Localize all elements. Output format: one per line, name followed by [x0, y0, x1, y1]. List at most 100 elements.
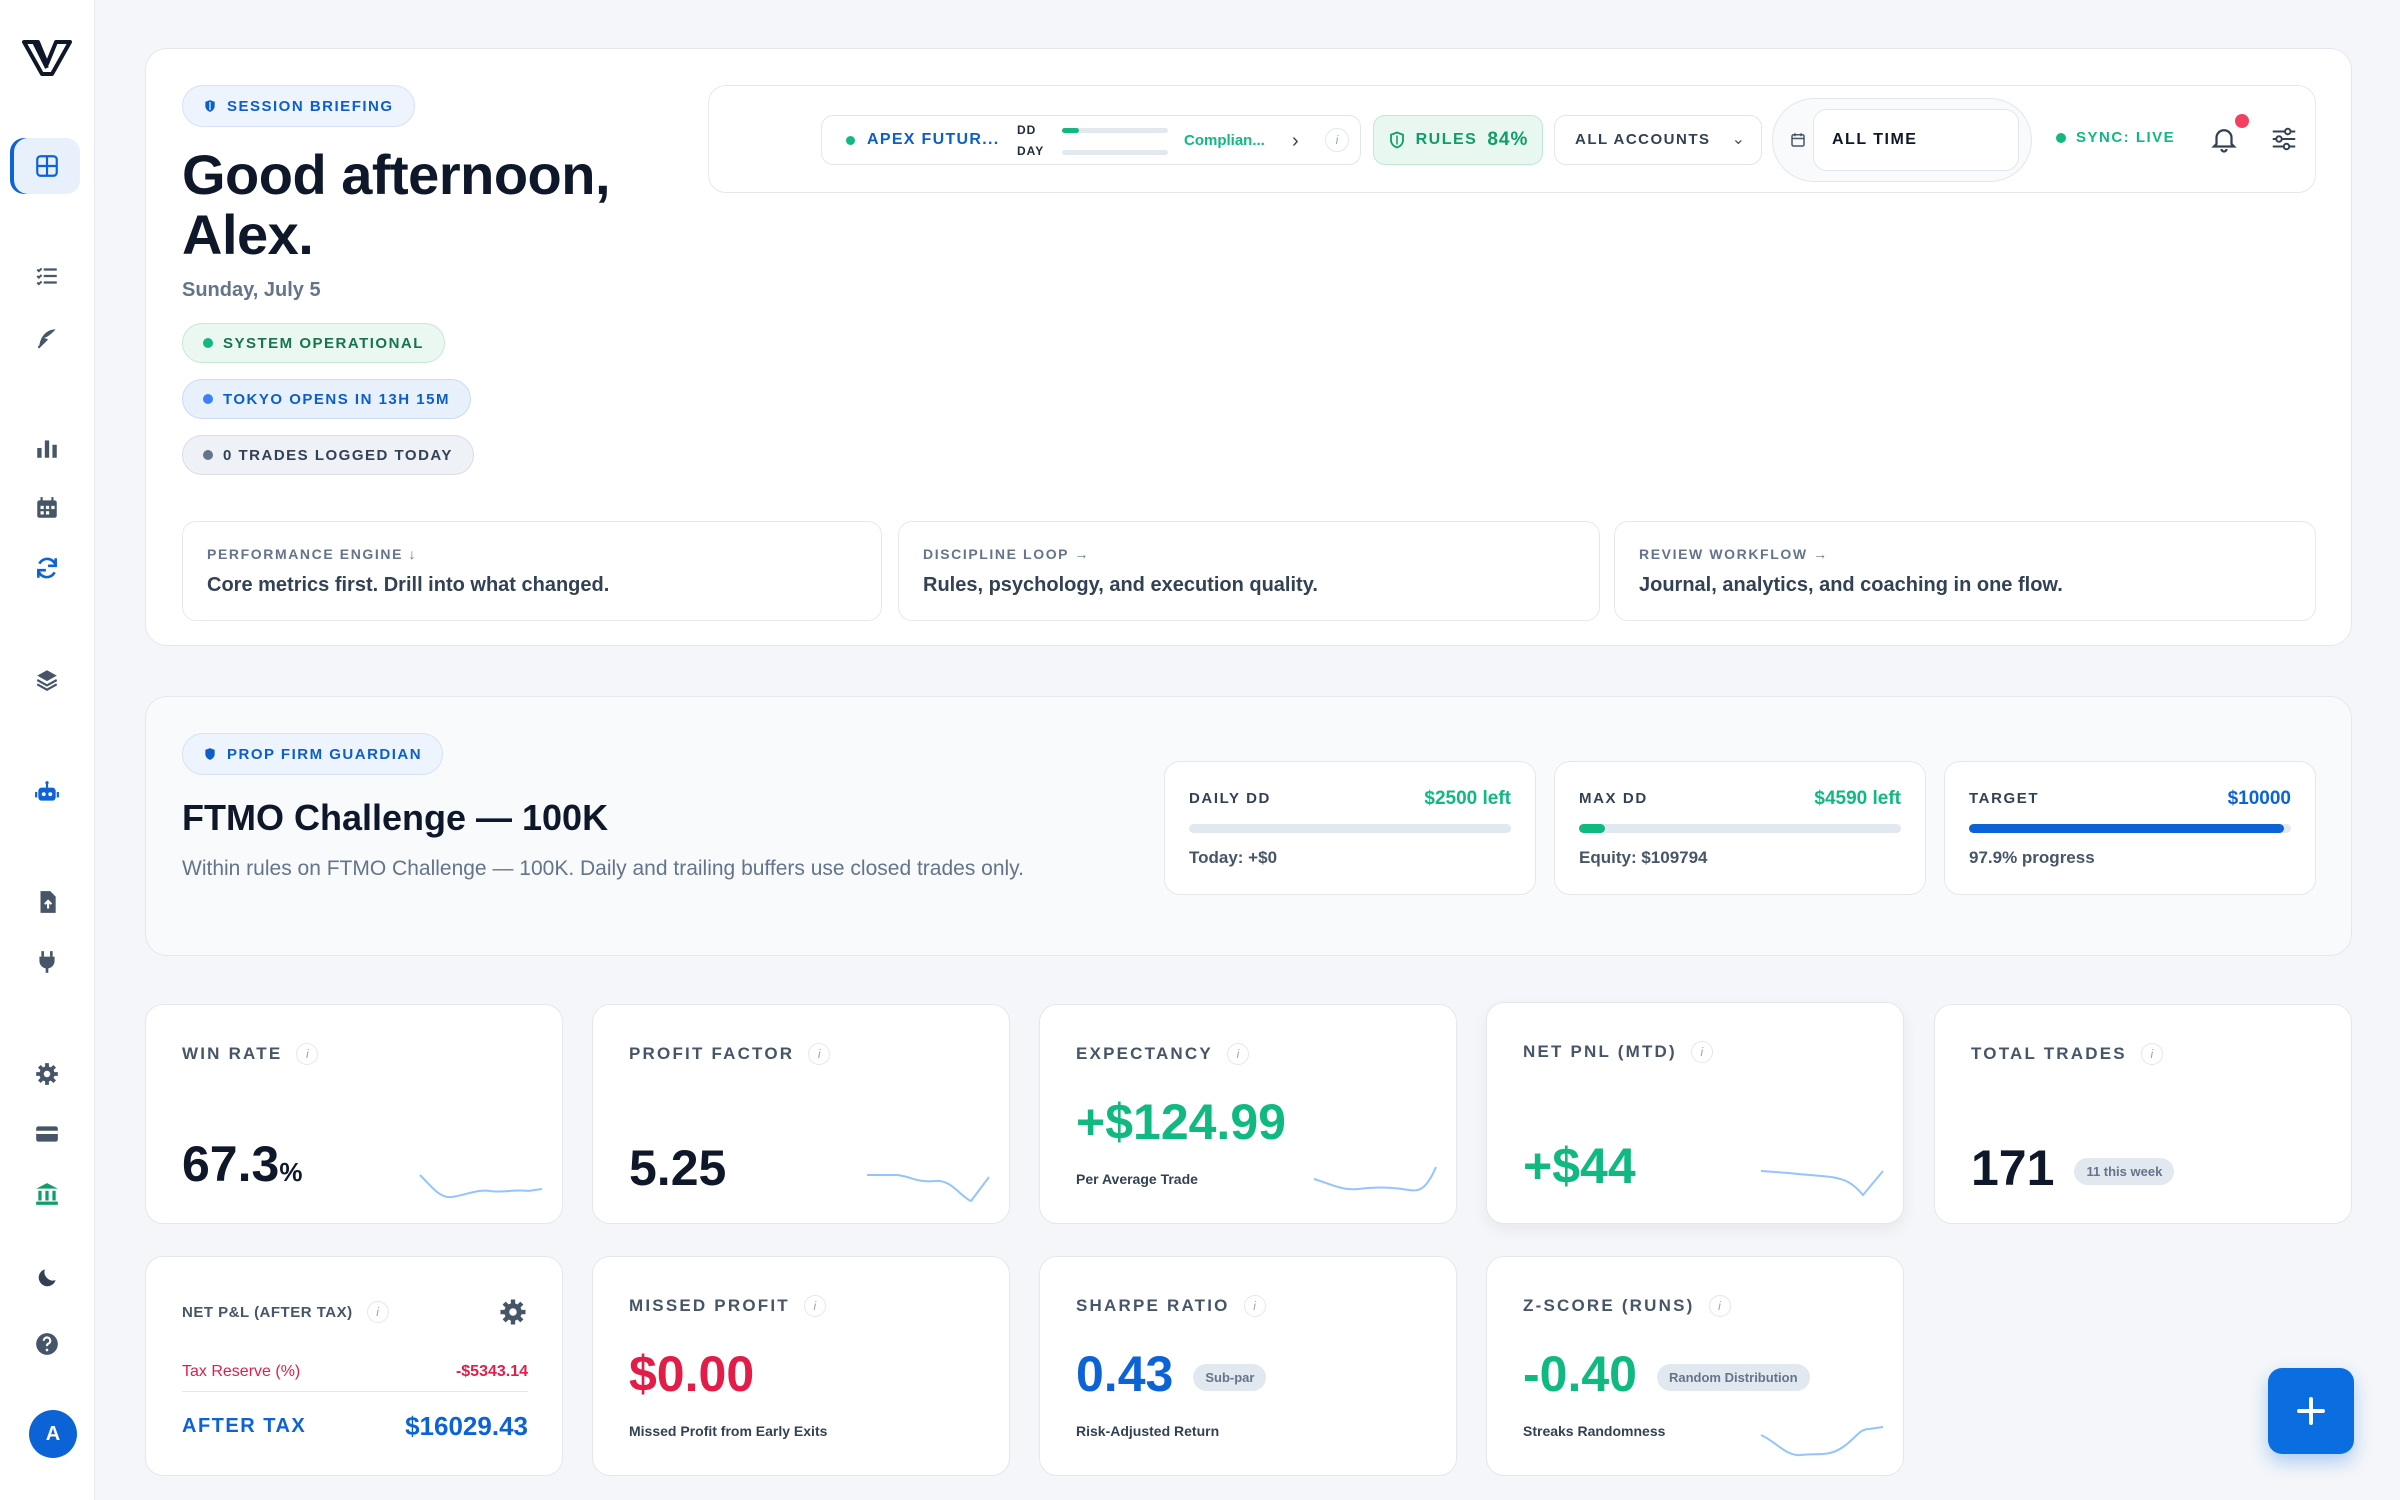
sliders-icon [2272, 127, 2296, 151]
metric-value: 171 11 this week [1971, 1139, 2175, 1197]
accounts-dropdown[interactable]: ALL ACCOUNTS ⌄ [1554, 115, 1762, 165]
max-dd-equity: Equity: $109794 [1579, 848, 1708, 867]
nav-help[interactable] [14, 1316, 80, 1372]
net-pnl-mtd-card[interactable]: NET PNL (MTD) i +$44 [1486, 1002, 1904, 1224]
chevron-right-icon[interactable]: › [1292, 130, 1299, 152]
nav-theme-toggle[interactable] [14, 1250, 80, 1306]
metric-label-text: SHARPE RATIO [1076, 1296, 1230, 1315]
nav-import[interactable] [14, 874, 80, 930]
max-dd-card: MAX DD $4590 left Equity: $109794 [1554, 761, 1926, 895]
missed-profit-card[interactable]: MISSED PROFIT i $0.00 Missed Profit from … [592, 1256, 1010, 1476]
account-selector[interactable]: APEX FUTUR... DD DAY Complian... › i [821, 115, 1361, 165]
day-label: DAY [1017, 144, 1045, 158]
daily-dd-bar [1189, 824, 1511, 833]
sub-card-text: Journal, analytics, and coaching in one … [1639, 574, 2063, 596]
sync-status: SYNC: LIVE [2056, 129, 2175, 146]
arrow-down-icon: ↓ [408, 546, 418, 562]
notifications-button[interactable] [2209, 114, 2249, 154]
time-range-input[interactable]: ALL TIME [1813, 109, 2019, 171]
info-icon[interactable]: i [296, 1043, 319, 1065]
nav-integrations[interactable] [14, 934, 80, 990]
target-bar [1969, 824, 2291, 833]
avatar[interactable]: A [29, 1410, 77, 1458]
checklist-icon [36, 267, 57, 286]
rules-compliance-button[interactable]: RULES 84% [1373, 115, 1543, 165]
nav-analytics[interactable] [14, 420, 80, 476]
metric-value: -0.40 Random Distribution [1523, 1345, 1810, 1403]
plug-icon [39, 951, 55, 973]
total-trades-card[interactable]: TOTAL TRADES i 171 11 this week [1934, 1004, 2352, 1224]
filter-settings-button[interactable] [2269, 124, 2299, 154]
info-icon[interactable]: i [1690, 1041, 1713, 1063]
win-rate-card[interactable]: WIN RATE i 67.3% [145, 1004, 563, 1224]
chevron-down-icon: ⌄ [1731, 131, 1745, 148]
nav-settings[interactable] [14, 1046, 80, 1102]
max-dd-left: $4590 left [1814, 788, 1901, 809]
sub-card-text: Core metrics first. Drill into what chan… [207, 574, 610, 596]
sparkline [1760, 1170, 1884, 1197]
review-workflow-card[interactable]: REVIEW WORKFLOW → Journal, analytics, an… [1614, 521, 2316, 621]
nav-ai-coach[interactable] [14, 764, 80, 820]
sharpe-value: 0.43 [1076, 1346, 1174, 1402]
plus-icon [2297, 1397, 2325, 1425]
nav-billing[interactable] [14, 1106, 80, 1162]
status-dot [203, 450, 213, 460]
expectancy-card[interactable]: EXPECTANCY i +$124.99 Per Average Trade [1039, 1004, 1457, 1224]
accounts-dropdown-value: ALL ACCOUNTS [1575, 131, 1711, 148]
after-tax-value: $16029.43 [405, 1411, 528, 1441]
expectancy-value: +$124.99 [1076, 1094, 1286, 1150]
missed-profit-value: $0.00 [629, 1346, 755, 1402]
gear-icon[interactable] [498, 1297, 528, 1327]
profit-factor-card[interactable]: PROFIT FACTOR i 5.25 [592, 1004, 1010, 1224]
sync-text: SYNC: LIVE [2076, 129, 2176, 146]
info-icon[interactable]: i [1708, 1295, 1731, 1317]
nav-layers[interactable] [14, 652, 80, 708]
shield-icon [205, 100, 215, 112]
sparkline [1760, 1426, 1884, 1457]
add-trade-button[interactable] [2268, 1368, 2354, 1454]
metric-label: TOTAL TRADES i [1971, 1043, 2163, 1065]
status-text: SYSTEM OPERATIONAL [223, 334, 424, 352]
sub-card-text: Rules, psychology, and execution quality… [923, 574, 1318, 596]
notification-badge [2235, 114, 2249, 128]
sharpe-rating-badge: Sub-par [1193, 1364, 1267, 1392]
weekly-trades-badge: 11 this week [2074, 1158, 2175, 1186]
info-icon[interactable]: i [366, 1301, 389, 1323]
info-icon[interactable]: i [1226, 1043, 1249, 1065]
session-briefing-badge: SESSION BRIEFING [182, 85, 415, 127]
performance-engine-card[interactable]: PERFORMANCE ENGINE ↓ Core metrics first.… [182, 521, 882, 621]
metric-label-text: EXPECTANCY [1076, 1044, 1213, 1063]
info-icon[interactable]: i [2140, 1043, 2163, 1065]
tax-reserve-value: -$5343.14 [455, 1363, 528, 1380]
time-range-picker[interactable]: ALL TIME [1772, 98, 2032, 182]
z-score-card[interactable]: Z-SCORE (RUNS) i -0.40 Random Distribution… [1486, 1256, 1904, 1476]
metric-value: 0.43 Sub-par [1076, 1345, 1267, 1403]
greeting-title: Good afternoon, Alex. [182, 143, 611, 266]
bank-icon [36, 1183, 58, 1205]
metric-label: PROFIT FACTOR i [629, 1043, 831, 1065]
bell-icon [2211, 129, 2237, 153]
net-pnl-after-tax-card[interactable]: NET P&L (AFTER TAX) i Tax Reserve (%) -$5… [145, 1256, 563, 1476]
refresh-icon [37, 557, 57, 579]
nav-prop-firm[interactable] [14, 1166, 80, 1222]
discipline-loop-card[interactable]: DISCIPLINE LOOP → Rules, psychology, and… [898, 521, 1600, 621]
nav-sync[interactable] [14, 540, 80, 596]
info-icon[interactable]: i [1325, 128, 1349, 152]
info-icon[interactable]: i [803, 1295, 826, 1317]
metric-label: WIN RATE i [182, 1043, 319, 1065]
divider [182, 1391, 528, 1392]
info-icon[interactable]: i [808, 1043, 831, 1065]
target-progress: 97.9% progress [1969, 848, 2095, 867]
nav-journal[interactable] [14, 310, 80, 366]
daily-dd-card: DAILY DD $2500 left Today: +$0 [1164, 761, 1536, 895]
moon-icon [38, 1269, 56, 1287]
status-text: 0 TRADES LOGGED TODAY [223, 446, 453, 464]
dd-label: DD [1017, 123, 1037, 137]
app-logo-icon[interactable] [22, 38, 72, 78]
nav-dashboard[interactable] [14, 138, 80, 194]
nav-calendar[interactable] [14, 480, 80, 536]
info-icon[interactable]: i [1243, 1295, 1266, 1317]
nav-checklist[interactable] [14, 248, 80, 304]
sharpe-ratio-card[interactable]: SHARPE RATIO i 0.43 Sub-par Risk-Adjusted … [1039, 1256, 1457, 1476]
metric-label-text: PROFIT FACTOR [629, 1044, 795, 1063]
